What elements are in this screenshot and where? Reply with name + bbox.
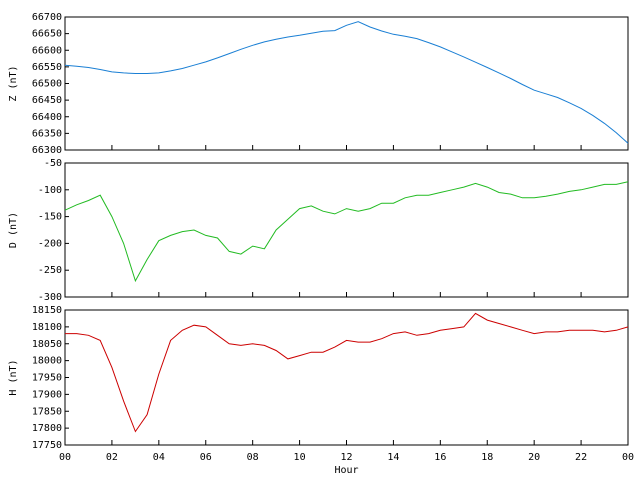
x-tick-label: 02 [106, 452, 118, 463]
x-tick-label: 00 [622, 452, 634, 463]
y-axis-label: D (nT) [8, 212, 19, 248]
x-tick-label: 06 [200, 452, 212, 463]
y-tick-label: 18100 [32, 322, 62, 333]
x-tick-label: 18 [481, 452, 493, 463]
y-tick-label: 66300 [32, 145, 62, 156]
y-axis-label: Z (nT) [8, 65, 19, 101]
y-tick-label: 66700 [32, 12, 62, 23]
x-tick-label: 16 [434, 452, 446, 463]
plot-frame [64, 309, 629, 446]
y-tick-label: 66400 [32, 112, 62, 123]
y-tick-label: 17800 [32, 423, 62, 434]
data-line [64, 181, 629, 283]
y-tick-label: 66550 [32, 62, 62, 73]
y-tick-label: 18000 [32, 356, 62, 367]
y-tick-label: -300 [38, 292, 62, 303]
y-tick-label: 17850 [32, 406, 62, 417]
y-tick-label: 66500 [32, 79, 62, 90]
y-tick-label: 66450 [32, 95, 62, 106]
y-tick-label: -250 [38, 265, 62, 276]
y-tick-label: 17950 [32, 373, 62, 384]
y-tick-label: -150 [38, 212, 62, 223]
x-tick-label: 10 [294, 452, 306, 463]
y-tick-label: -200 [38, 238, 62, 249]
y-tick-label: 66350 [32, 128, 62, 139]
y-tick-label: -50 [44, 158, 62, 169]
plot-frame [64, 162, 629, 298]
y-tick-label: 18150 [32, 305, 62, 316]
x-tick-label: 22 [575, 452, 587, 463]
x-tick-label: 12 [340, 452, 352, 463]
data-line [64, 21, 629, 144]
y-tick-label: 66600 [32, 45, 62, 56]
x-tick-label: 20 [528, 452, 540, 463]
y-tick-label: -100 [38, 185, 62, 196]
y-tick-label: 66650 [32, 29, 62, 40]
plot-frame [64, 16, 629, 151]
x-tick-label: 04 [153, 452, 165, 463]
x-tick-label: 08 [247, 452, 259, 463]
y-axis-label: H (nT) [8, 359, 19, 395]
x-axis-label: Hour [334, 465, 358, 476]
x-tick-label: 00 [59, 452, 71, 463]
y-tick-label: 17750 [32, 440, 62, 451]
y-tick-label: 17900 [32, 389, 62, 400]
y-tick-label: 18050 [32, 339, 62, 350]
data-line [65, 312, 629, 433]
x-tick-label: 14 [387, 452, 399, 463]
